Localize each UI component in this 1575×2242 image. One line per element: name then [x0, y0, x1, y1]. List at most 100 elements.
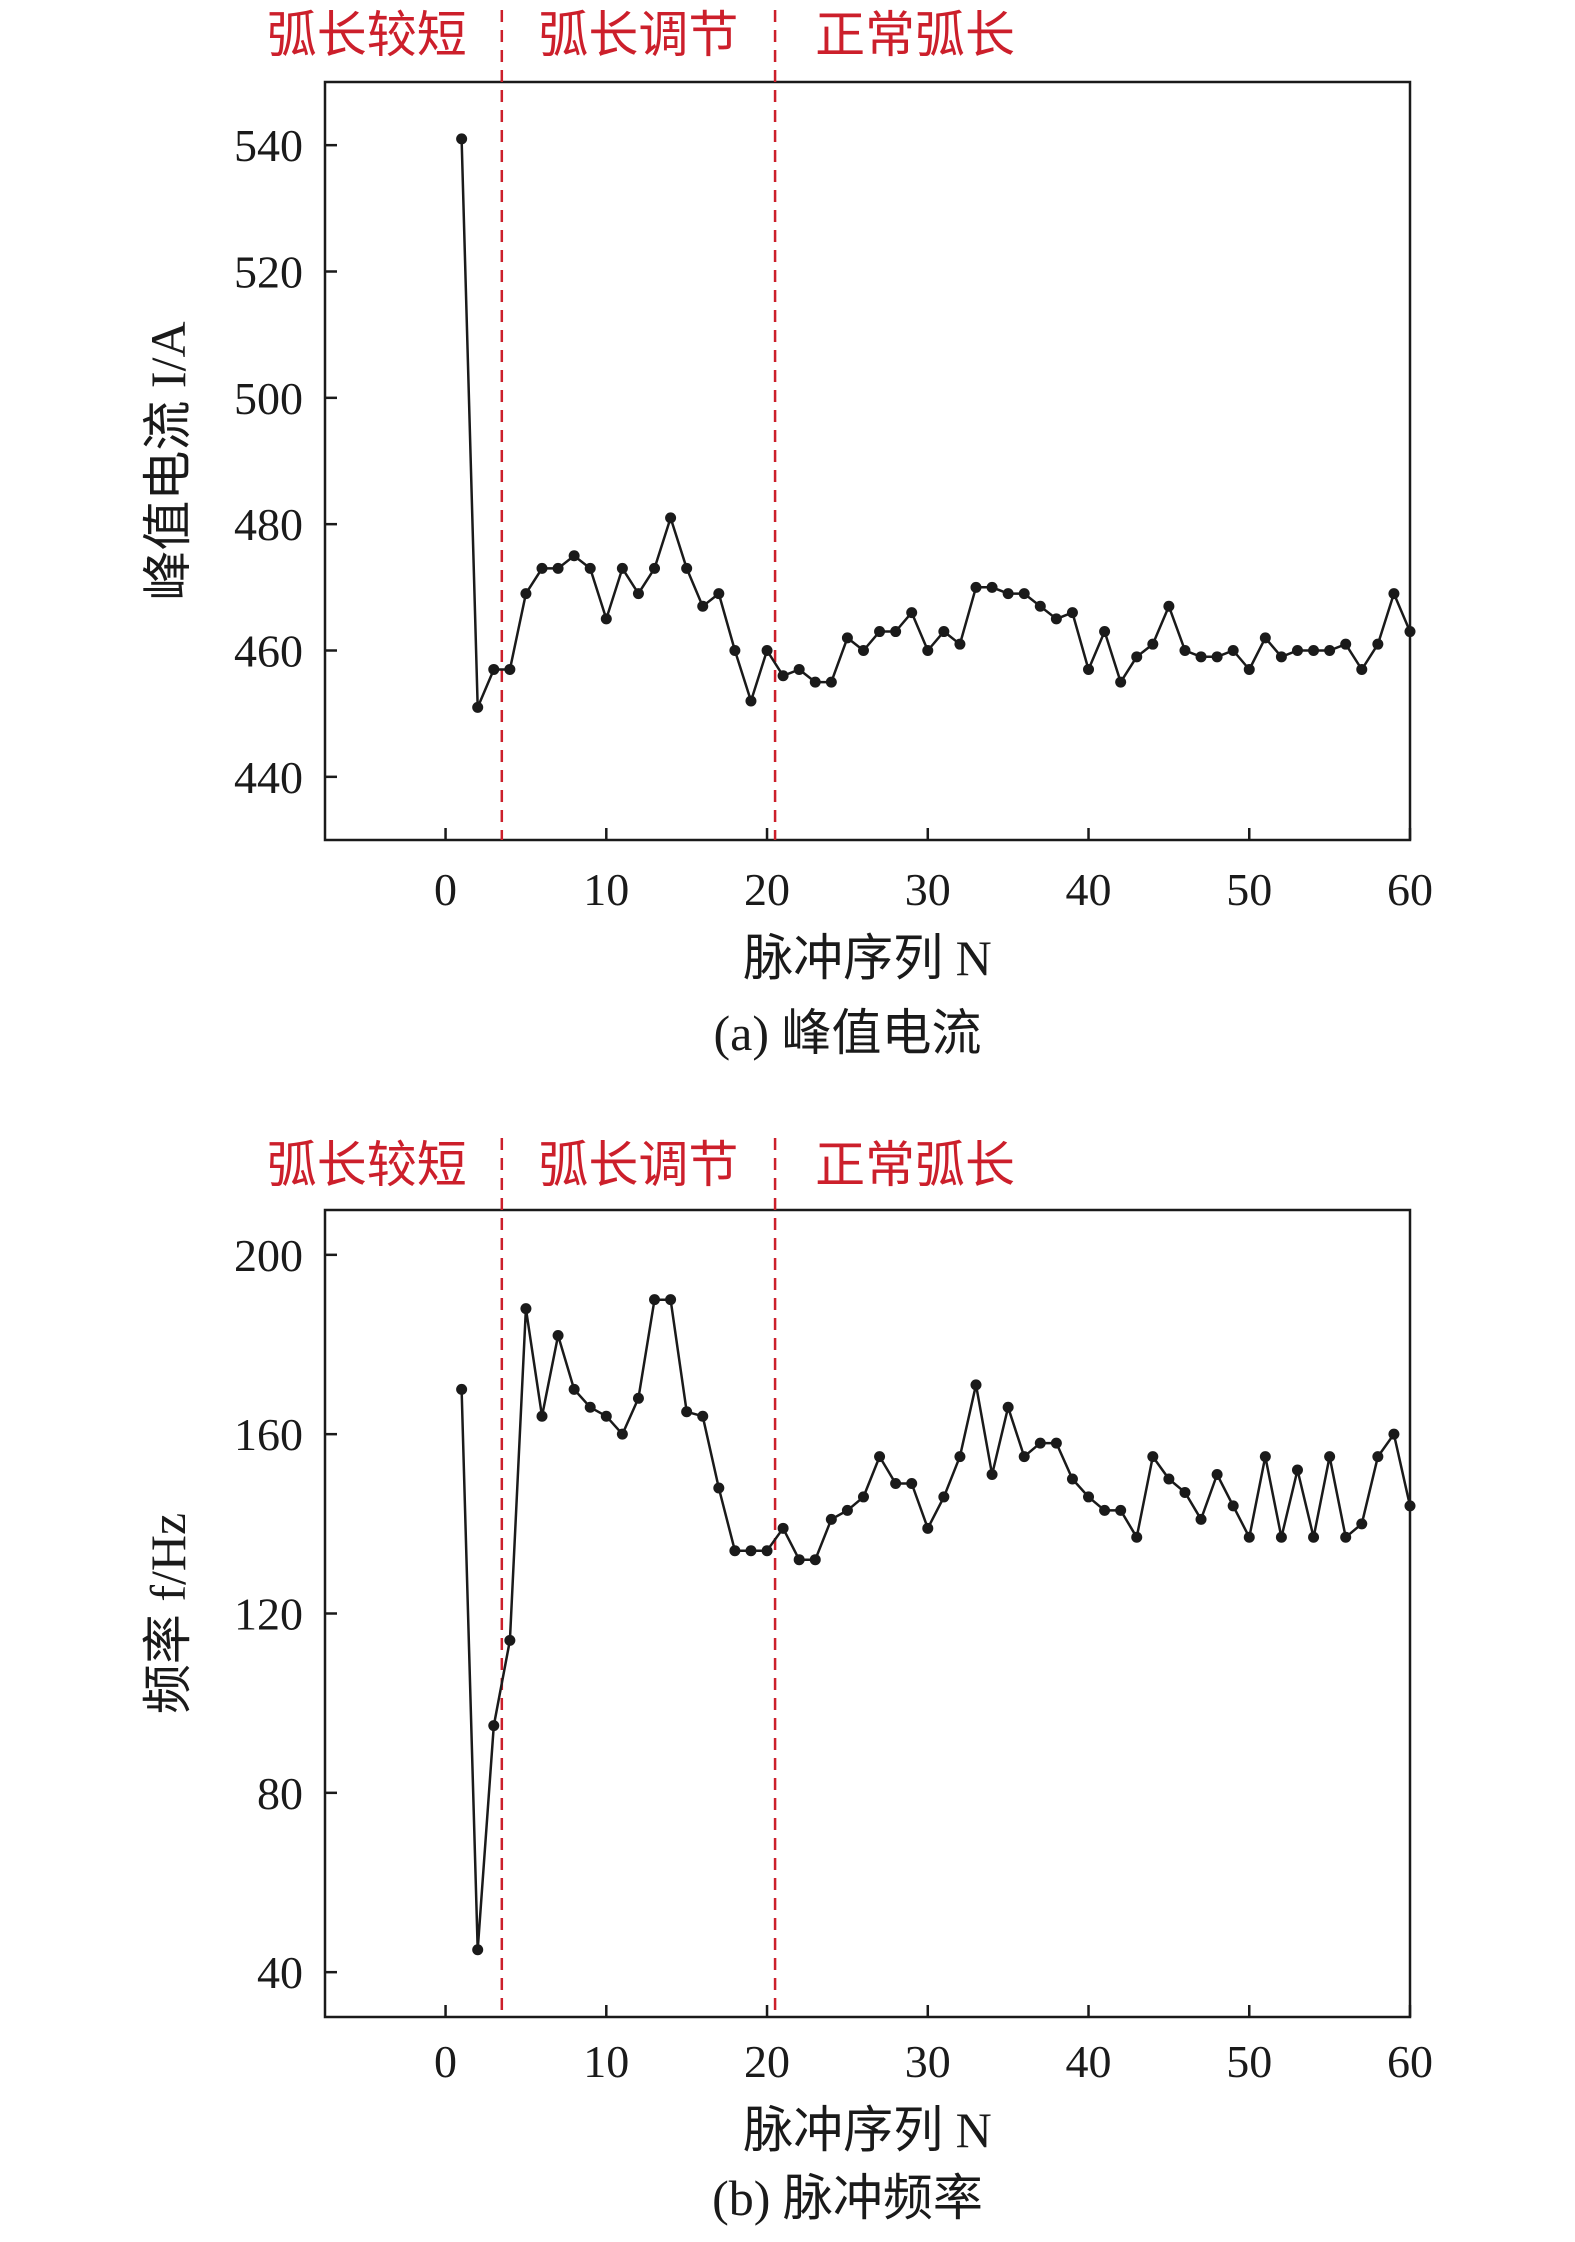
data-point [938, 1491, 950, 1503]
data-point [681, 562, 693, 574]
y-tick-label: 440 [234, 752, 303, 803]
data-point [1211, 1469, 1223, 1481]
x-tick-label: 40 [1066, 2036, 1112, 2087]
data-point [906, 607, 918, 619]
chart-panel-a: 0 10 20 30 40 50 60 440 460 480 500 520 540 脉冲序列 N 峰值电… [140, 7, 1433, 1061]
data-point [1372, 1451, 1384, 1463]
data-point [938, 626, 950, 638]
data-point [1099, 1504, 1111, 1516]
x-tick-label: 20 [744, 864, 790, 915]
x-tick-label: 40 [1066, 864, 1112, 915]
data-point [1179, 1486, 1191, 1498]
region-label-2: 弧长调节 [538, 1137, 738, 1193]
data-point [456, 1383, 468, 1395]
data-point [1372, 638, 1384, 650]
data-point [745, 1545, 757, 1557]
data-point [793, 663, 805, 675]
chart-caption: (a) 峰值电流 [714, 1005, 982, 1061]
data-point [793, 1554, 805, 1566]
data-point [616, 1428, 628, 1440]
data-point [504, 1634, 516, 1646]
data-point [649, 562, 661, 574]
data-point [632, 1392, 644, 1404]
data-point [536, 562, 548, 574]
data-point [488, 1720, 500, 1732]
data-point [600, 613, 612, 625]
data-point [745, 695, 757, 707]
data-point [1388, 1428, 1400, 1440]
data-point [841, 632, 853, 644]
data-point [809, 1554, 821, 1566]
data-point [890, 1477, 902, 1489]
region-label-2: 弧长调节 [538, 7, 738, 63]
data-point [906, 1477, 918, 1489]
data-point [1066, 607, 1078, 619]
data-point [1131, 651, 1143, 663]
data-point [874, 626, 886, 638]
data-point [1404, 1500, 1416, 1512]
data-point [1243, 1531, 1255, 1543]
data-point [665, 1294, 677, 1306]
data-point [520, 588, 532, 600]
x-tick-label: 30 [905, 864, 951, 915]
data-point [1324, 1451, 1336, 1463]
data-point [1356, 663, 1368, 675]
data-point [1066, 1473, 1078, 1485]
data-point [1227, 1500, 1239, 1512]
data-point [970, 1379, 982, 1391]
data-point [1259, 1451, 1271, 1463]
data-point [1147, 638, 1159, 650]
y-tick-label: 520 [234, 247, 303, 298]
data-point [1002, 588, 1014, 600]
data-point [1356, 1518, 1368, 1530]
data-point [1340, 638, 1352, 650]
x-axis-label: 脉冲序列 N [743, 2102, 992, 2158]
data-point [1018, 1451, 1030, 1463]
data-point [600, 1410, 612, 1422]
data-point [1115, 1504, 1127, 1516]
data-point [986, 1469, 998, 1481]
data-point [520, 1303, 532, 1315]
data-point [1163, 600, 1175, 612]
y-tick-label: 460 [234, 626, 303, 677]
data-point [1227, 645, 1239, 656]
data-point [552, 1330, 564, 1342]
data-point [954, 638, 966, 650]
x-tick-label: 10 [583, 2036, 629, 2087]
x-tick-label: 10 [583, 864, 629, 915]
data-point [1211, 651, 1223, 663]
x-tick-label: 50 [1226, 864, 1272, 915]
data-point [697, 600, 709, 612]
x-tick-label: 30 [905, 2036, 951, 2087]
data-point [1388, 588, 1400, 600]
data-point [809, 676, 821, 688]
data-point [1195, 1513, 1207, 1525]
data-point [1195, 651, 1207, 663]
x-tick-label: 0 [434, 2036, 457, 2087]
data-point [1243, 663, 1255, 675]
data-point [922, 1522, 934, 1534]
data-point [777, 670, 789, 682]
plot-frame [323, 80, 1412, 842]
data-point [1034, 600, 1046, 612]
data-point [890, 626, 902, 638]
data-point [568, 1383, 580, 1395]
data-point [922, 645, 934, 656]
data-point [1050, 613, 1062, 625]
data-point [954, 1451, 966, 1463]
x-tick-label: 60 [1387, 864, 1433, 915]
data-point [1291, 1464, 1303, 1476]
data-point [874, 1451, 886, 1463]
chart-panel-b: 0 10 20 30 40 50 60 40 80 120 160 200 脉冲序列 N 频率 f/Hz (… [140, 1137, 1433, 2226]
data-point [1163, 1473, 1175, 1485]
data-point [1340, 1531, 1352, 1543]
data-point [681, 1406, 693, 1418]
data-point [777, 1522, 789, 1534]
data-point [825, 1513, 837, 1525]
data-point [568, 550, 580, 562]
data-point [841, 1504, 853, 1516]
series-line [460, 138, 1412, 709]
y-tick-label: 540 [234, 120, 303, 171]
x-axis-label: 脉冲序列 N [743, 930, 992, 986]
